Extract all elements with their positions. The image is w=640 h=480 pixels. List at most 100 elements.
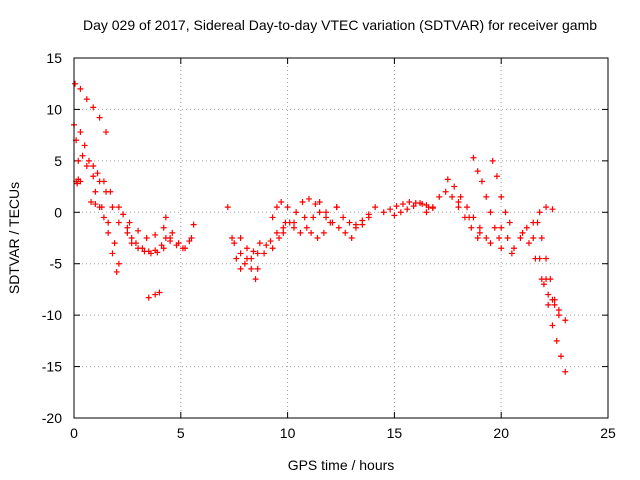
data-point bbox=[267, 238, 274, 245]
x-tick-label-1: 5 bbox=[177, 425, 185, 441]
chart-title: Day 029 of 2017, Sidereal Day-to-day VTE… bbox=[83, 17, 597, 33]
series-arc-1 bbox=[72, 80, 110, 136]
data-point bbox=[562, 368, 569, 375]
data-point bbox=[92, 201, 99, 208]
data-point bbox=[293, 209, 300, 216]
data-point bbox=[135, 227, 142, 234]
data-point bbox=[547, 276, 554, 283]
data-point bbox=[90, 163, 97, 169]
data-point bbox=[280, 224, 287, 231]
data-point bbox=[511, 245, 518, 252]
data-point bbox=[109, 204, 116, 211]
data-point bbox=[261, 250, 268, 257]
data-point bbox=[284, 204, 291, 211]
data-point bbox=[423, 202, 430, 209]
data-point bbox=[141, 248, 148, 255]
data-point bbox=[320, 229, 327, 236]
data-point bbox=[100, 214, 107, 221]
data-point bbox=[562, 317, 569, 324]
data-point bbox=[105, 219, 112, 226]
data-point bbox=[536, 209, 543, 216]
data-point bbox=[536, 255, 543, 262]
data-point bbox=[423, 209, 430, 216]
data-point bbox=[237, 265, 244, 272]
data-point bbox=[476, 229, 483, 236]
data-point bbox=[190, 221, 197, 228]
plot-frame bbox=[73, 57, 609, 419]
data-point bbox=[478, 178, 485, 185]
x-tick-label-0: 0 bbox=[70, 425, 78, 441]
data-point bbox=[502, 209, 509, 216]
data-point bbox=[525, 240, 532, 247]
data-point bbox=[365, 211, 372, 218]
data-point bbox=[491, 224, 498, 231]
data-point bbox=[145, 294, 152, 301]
data-point bbox=[359, 217, 366, 224]
data-point bbox=[483, 235, 490, 241]
x-tick-label-5: 25 bbox=[600, 425, 616, 441]
data-point bbox=[333, 204, 340, 211]
data-point bbox=[75, 176, 82, 183]
data-point bbox=[92, 188, 99, 195]
data-point bbox=[549, 322, 556, 329]
data-point bbox=[397, 209, 404, 216]
series-arc-10 bbox=[126, 219, 167, 241]
series-arc-6 bbox=[88, 199, 120, 275]
data-point bbox=[308, 229, 315, 236]
data-point bbox=[115, 219, 122, 226]
data-point bbox=[179, 245, 186, 252]
data-point bbox=[297, 229, 304, 236]
data-point bbox=[534, 219, 541, 226]
data-point bbox=[303, 224, 310, 231]
data-point bbox=[224, 204, 231, 211]
data-point bbox=[254, 250, 261, 257]
data-point bbox=[372, 204, 379, 211]
data-point bbox=[523, 224, 530, 231]
data-point bbox=[85, 157, 92, 164]
data-point bbox=[143, 235, 150, 241]
data-point bbox=[335, 224, 342, 231]
data-point bbox=[449, 193, 456, 200]
data-point bbox=[120, 211, 127, 218]
series-arc-26 bbox=[391, 200, 436, 219]
data-point bbox=[470, 154, 477, 161]
data-point bbox=[167, 235, 174, 241]
data-point bbox=[74, 180, 81, 187]
x-tick-label-3: 15 bbox=[387, 425, 403, 441]
data-point bbox=[156, 289, 163, 296]
data-point bbox=[105, 229, 112, 236]
data-point bbox=[96, 178, 103, 185]
data-point bbox=[124, 229, 131, 236]
y-tick-label-7: -20 bbox=[42, 410, 62, 426]
data-point bbox=[323, 209, 330, 216]
data-point bbox=[543, 255, 550, 262]
data-point bbox=[173, 242, 180, 249]
data-point bbox=[530, 235, 537, 241]
series-arc-5 bbox=[79, 152, 122, 226]
data-point bbox=[487, 209, 494, 216]
data-point bbox=[487, 240, 494, 247]
data-point bbox=[404, 206, 411, 213]
series-arc-30 bbox=[489, 157, 513, 226]
data-point bbox=[81, 142, 88, 149]
series-arc-22 bbox=[316, 199, 355, 241]
data-point bbox=[312, 201, 319, 208]
series-arc-20 bbox=[291, 209, 330, 236]
data-point bbox=[342, 229, 349, 236]
series-arc-35 bbox=[540, 281, 569, 375]
data-point bbox=[160, 245, 167, 252]
y-axis-label: SDTVAR / TECUs bbox=[6, 182, 22, 294]
data-point bbox=[77, 85, 84, 92]
data-point bbox=[551, 296, 558, 303]
data-point bbox=[83, 96, 90, 103]
data-point bbox=[88, 199, 95, 205]
data-point bbox=[555, 312, 562, 319]
x-axis-label: GPS time / hours bbox=[288, 457, 395, 473]
grid-lines bbox=[74, 58, 608, 418]
data-point bbox=[250, 248, 257, 255]
data-point bbox=[273, 204, 280, 211]
data-point bbox=[286, 219, 293, 226]
data-point bbox=[455, 204, 462, 211]
y-tick-label-2: 5 bbox=[54, 153, 62, 169]
data-point bbox=[273, 229, 280, 236]
